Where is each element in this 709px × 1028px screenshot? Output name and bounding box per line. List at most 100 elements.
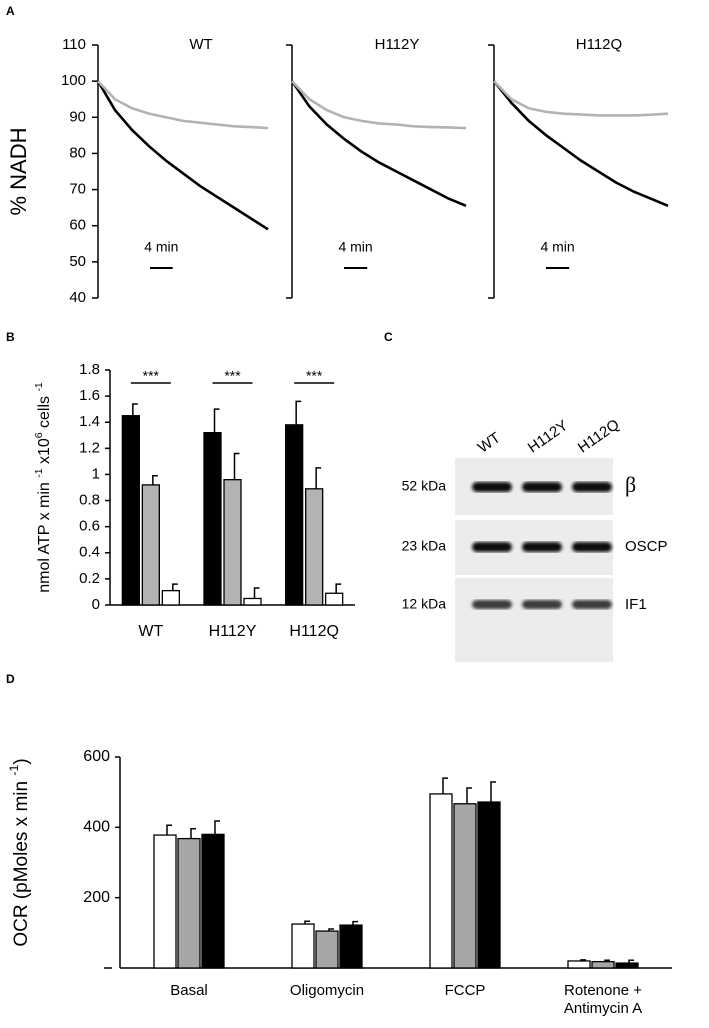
band [522,600,562,609]
band-size-label: 52 kDa [402,478,447,494]
y-tick-label: 90 [69,108,86,125]
y-axis-label: % NADH [6,127,31,215]
y-tick-label: 50 [69,253,86,270]
error-bar [152,475,158,485]
y-tick-label: 80 [69,144,86,161]
band [522,482,562,492]
lane-label: WT [475,429,504,456]
y-axis-label-part: nmol ATP x min [36,478,53,593]
x-tick-label: Rotenone + Antimycin A [563,982,643,1017]
band [572,600,612,609]
bar [223,479,242,606]
error-bar [172,583,178,591]
y-tick-label: 40 [69,289,86,306]
panel-title: H112Y [375,36,420,53]
trace [492,80,669,208]
y-tick-label: 1.2 [79,439,100,456]
y-tick-label: 1.6 [79,387,100,404]
y-tick-label: 0.2 [79,570,100,587]
band [472,600,512,609]
scale-bar-label: 4 min [540,239,574,255]
x-tick-label: FCCP [444,982,486,999]
bar [285,424,304,606]
error-bar [335,583,342,594]
y-tick-label: 0.8 [79,492,100,509]
bar [615,962,639,969]
x-tick-label: H112Y [209,623,257,640]
panel-label: D [6,672,15,686]
error-bar [352,920,358,926]
trace [493,80,669,117]
panel-label: B [6,330,15,344]
band [472,542,512,552]
bar [291,923,315,969]
panel-label: C [384,330,393,344]
y-tick-label: 110 [62,36,86,53]
x-tick-label: Basal [170,982,208,999]
band-size-label: 23 kDa [402,538,447,554]
bar [201,833,225,969]
y-axis-label-part: x10 [36,438,53,468]
y-tick-label: 1.8 [79,361,100,378]
error-bar [132,403,138,416]
y-axis-label: nmol ATP x min -1 x106 cells -1 [34,382,53,593]
error-bar [466,787,472,804]
error-bar [580,959,586,961]
error-bar [190,827,196,839]
y-axis-label-part: cells [36,392,53,433]
scale-bar-label: 4 min [144,239,178,255]
y-axis-label-part: -1 [7,765,21,776]
x-tick-label: WT [138,623,163,640]
x-tick-label: H112Q [289,623,339,640]
error-bar [214,820,220,835]
protein-label: β [625,472,636,497]
scale-bar-label: 4 min [338,239,372,255]
bar [305,488,324,606]
error-bar [604,959,610,962]
panel-title: WT [189,36,212,53]
y-axis-label-part: -1 [34,382,45,391]
protein-label: IF1 [625,596,647,613]
bar [153,834,177,969]
bar [429,793,453,969]
y-axis-label-part: OCR (pMoles x min [11,776,32,947]
error-bar [253,587,260,599]
bar [177,837,201,969]
error-bar [628,959,634,964]
bar [325,592,344,606]
bar [203,432,222,606]
y-tick-label: 60 [69,217,86,234]
band [572,542,612,552]
trace [291,80,467,130]
bar [121,415,140,606]
trace [96,80,269,231]
y-axis-label-part: -1 [34,468,45,477]
y-tick-label: 0 [92,596,100,613]
significance-label: *** [306,368,323,384]
error-bar [213,408,220,433]
y-tick-label: 400 [83,819,110,836]
error-bar [490,781,496,803]
protein-label: OSCP [625,538,668,555]
significance-label: *** [224,368,241,384]
bar [339,924,363,969]
bar [315,930,339,969]
lane-label: H112Y [525,417,571,457]
y-tick-label: 0.4 [79,544,100,561]
bar [477,801,501,969]
lane-label: H112Q [575,416,623,457]
band [522,542,562,552]
bar [141,484,160,606]
y-tick-label: 1.4 [79,413,100,430]
error-bar [315,467,322,489]
significance-label: *** [143,368,160,384]
error-bar [233,452,240,480]
trace [290,80,467,208]
y-axis-label-part: 6 [34,432,45,438]
error-bar [295,400,302,425]
error-bar [442,777,448,794]
y-tick-label: 1 [92,465,100,482]
band [472,482,512,492]
panel-label: A [6,4,15,18]
